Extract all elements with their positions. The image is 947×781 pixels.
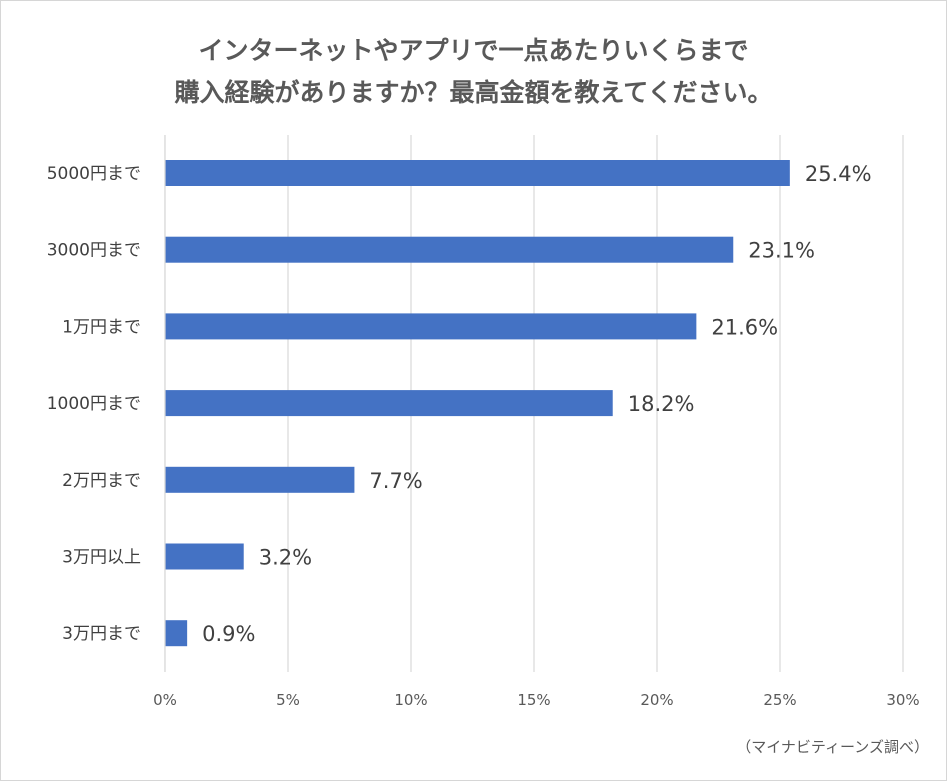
data-label-2: 21.6% xyxy=(711,315,778,339)
data-label-4: 7.7% xyxy=(369,469,422,493)
category-label-0: 5000円まで xyxy=(47,164,141,184)
chart-title-line-1: インターネットやアプリで一点あたりいくらまで xyxy=(198,36,749,65)
data-label-3: 18.2% xyxy=(628,392,695,416)
x-tick-label-4: 20% xyxy=(640,691,673,709)
source-note: （マイナビティーンズ調べ） xyxy=(736,738,929,756)
x-tick-label-0: 0% xyxy=(153,691,177,709)
category-label-6: 3万円まで xyxy=(62,624,141,644)
category-label-2: 1万円まで xyxy=(62,317,141,337)
bar-3 xyxy=(165,390,613,417)
data-label-1: 23.1% xyxy=(748,239,815,263)
category-label-1: 3000円まで xyxy=(47,241,141,261)
x-tick-label-6: 30% xyxy=(886,691,919,709)
bar-4 xyxy=(165,466,355,493)
chart-title: インターネットやアプリで一点あたりいくらまで 購入経験がありますか？最高金額を教… xyxy=(0,30,947,114)
data-label-6: 0.9% xyxy=(202,622,255,646)
category-label-5: 3万円以上 xyxy=(62,548,141,568)
bar-1 xyxy=(165,236,734,263)
data-label-0: 25.4% xyxy=(805,162,872,186)
category-label-3: 1000円まで xyxy=(47,394,141,414)
x-tick-label-2: 10% xyxy=(394,691,427,709)
chart-title-line-2: 購入経験がありますか？最高金額を教えてください。 xyxy=(174,78,773,107)
category-label-4: 2万円まで xyxy=(62,471,141,491)
bar-0 xyxy=(165,160,790,186)
data-label-5: 3.2% xyxy=(259,546,312,570)
x-tick-label-3: 15% xyxy=(517,691,550,709)
x-tick-label-1: 5% xyxy=(276,691,300,709)
x-tick-label-5: 25% xyxy=(763,691,796,709)
bar-5 xyxy=(165,543,244,570)
bar-2 xyxy=(165,313,697,340)
bar-6 xyxy=(165,620,188,647)
